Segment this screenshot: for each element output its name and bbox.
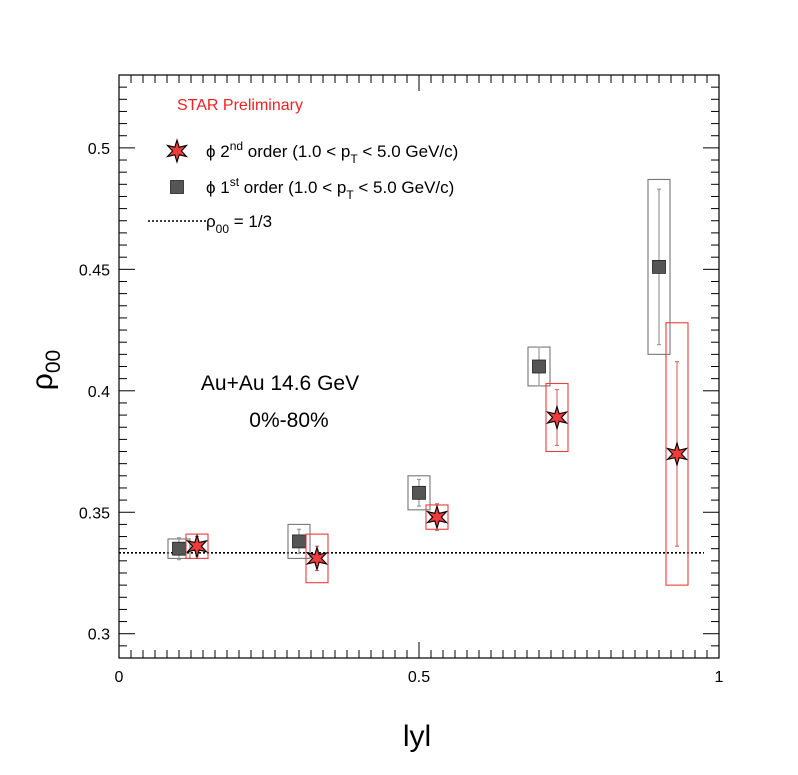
second-sys-box <box>545 382 569 453</box>
first-marker <box>652 260 666 274</box>
legend-sub: T <box>346 188 354 202</box>
second-marker <box>305 545 329 572</box>
y-axis-title: ρ00 <box>26 350 65 390</box>
tick-labels: 0 0.5 1 0.3 0.35 0.4 0.45 0.5 <box>79 141 724 686</box>
preliminary-label: STAR Preliminary <box>177 97 303 114</box>
svg-text:ρ00: ρ00 <box>26 350 65 390</box>
legend-text: ϕ 2 <box>206 142 230 161</box>
legend-first-marker <box>170 180 184 194</box>
first-marker <box>172 541 186 556</box>
legend-ref-label: ρ00 = 1/3 <box>206 212 272 236</box>
legend-sub: T <box>350 152 358 166</box>
y-tick-label: 0.5 <box>88 141 110 158</box>
annotation-line1: Au+Au 14.6 GeV <box>201 372 359 395</box>
x-tick-label: 0.5 <box>408 669 430 686</box>
x-tick-label: 1 <box>715 669 724 686</box>
series-group <box>167 178 689 586</box>
axis-ticks <box>118 74 720 659</box>
second-marker <box>665 441 689 467</box>
x-tick-label: 0 <box>115 669 124 686</box>
y-tick-label: 0.4 <box>88 384 110 401</box>
second-sys-box <box>305 533 329 584</box>
legend-sup: st <box>230 175 240 189</box>
second-marker <box>545 404 569 431</box>
legend-text: order (1.0 < p <box>239 178 346 197</box>
y-tick-label: 0.35 <box>79 505 110 522</box>
legend-text: ρ <box>206 212 216 231</box>
first-sys-box <box>407 475 431 511</box>
legend-text: = 1/3 <box>229 212 272 231</box>
legend-text: < 5.0 GeV/c) <box>358 142 459 161</box>
legend-sub: 00 <box>216 222 230 236</box>
second-marker <box>425 504 449 530</box>
first-marker <box>532 359 546 374</box>
second-sys-box <box>665 322 689 586</box>
first-sys-box <box>287 523 311 559</box>
annotation-line2: 0%-80% <box>249 409 328 432</box>
y-tick-label: 0.45 <box>79 262 110 279</box>
y-axis-title-sub: 00 <box>42 350 65 373</box>
first-marker <box>292 534 306 549</box>
plot-frame <box>118 74 720 659</box>
legend-first-label: ϕ 1st order (1.0 < pT < 5.0 GeV/c) <box>206 175 454 202</box>
second-marker <box>185 533 209 560</box>
legend-text: order (1.0 < p <box>243 142 350 161</box>
legend-text: ϕ 1 <box>206 178 230 197</box>
first-sys-box <box>647 178 671 355</box>
legend-text: < 5.0 GeV/c) <box>354 178 455 197</box>
legend: ϕ 2nd order (1.0 < pT < 5.0 GeV/c)ϕ 1st … <box>148 138 458 236</box>
legend-sup: nd <box>230 139 243 153</box>
x-axis-title: lyl <box>403 720 431 753</box>
legend-second-marker <box>165 138 189 164</box>
legend-second-label: ϕ 2nd order (1.0 < pT < 5.0 GeV/c) <box>206 139 458 166</box>
y-axis-title-main: ρ <box>26 373 59 390</box>
first-marker <box>412 485 426 500</box>
y-tick-label: 0.3 <box>88 627 110 644</box>
